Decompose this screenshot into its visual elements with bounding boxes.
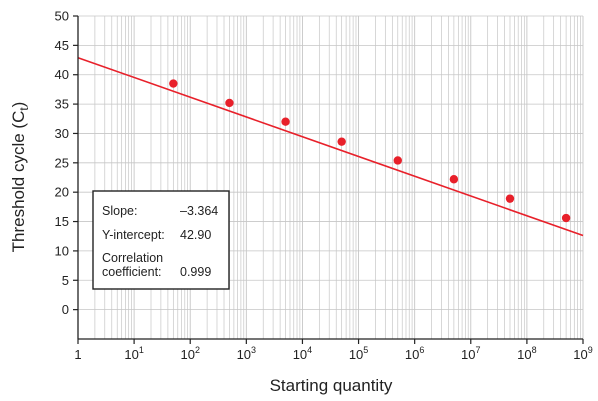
y-tick-label: 20	[55, 185, 69, 200]
x-tick-label: 108	[517, 345, 536, 362]
data-point	[505, 194, 515, 203]
y-tick-label: 10	[55, 243, 69, 258]
x-tick-label: 106	[405, 345, 424, 362]
x-tick-label-exponent: 1	[139, 345, 144, 355]
x-tick-label-base: 10	[180, 347, 194, 362]
y-axis-title-close: )	[9, 102, 28, 108]
correlation-label-line-1: Correlation	[102, 251, 163, 265]
point-layer	[169, 79, 571, 223]
statistics-box: Slope: –3.364 Y-intercept: 42.90 Correla…	[92, 190, 230, 290]
y-tick-label: 0	[62, 302, 69, 317]
x-tick-label: 104	[293, 345, 312, 362]
slope-label: Slope:	[102, 204, 137, 218]
y-tick-label: 15	[55, 214, 69, 229]
x-tick-label-base: 10	[349, 347, 363, 362]
x-tick-label-exponent: 4	[307, 345, 312, 355]
x-tick-label-exponent: 7	[476, 345, 481, 355]
x-tick-label-base: 10	[237, 347, 251, 362]
data-point	[281, 117, 290, 126]
y-axis-title: Threshold cycle (Ct)	[9, 102, 31, 253]
y-axis-title-main: Threshold cycle (C	[9, 111, 28, 253]
x-tick-label: 101	[124, 345, 143, 362]
x-tick-label: 105	[349, 345, 368, 362]
y-tick-label: 35	[55, 97, 69, 112]
data-point	[169, 79, 178, 88]
x-tick-label-exponent: 6	[419, 345, 424, 355]
x-tick-label: 102	[180, 345, 199, 362]
x-tick-label-base: 10	[405, 347, 419, 362]
x-tick-label-base: 10	[573, 347, 587, 362]
y-tick-label: 40	[55, 67, 69, 82]
x-tick-label: 107	[461, 345, 480, 362]
slope-value: –3.364	[180, 204, 218, 218]
data-point	[393, 156, 402, 165]
x-tick-label-exponent: 2	[195, 345, 200, 355]
x-tick-label-base: 10	[517, 347, 531, 362]
data-point	[561, 213, 571, 223]
data-point	[449, 175, 459, 184]
x-tick-label-exponent: 9	[588, 345, 593, 355]
y-tick-label: 25	[55, 155, 69, 170]
data-point	[225, 98, 234, 108]
x-tick-label-base: 1	[74, 347, 81, 362]
x-tick-label-exponent: 5	[363, 345, 368, 355]
x-tick-label: 109	[573, 345, 592, 362]
y-tick-label: 45	[55, 38, 69, 53]
correlation-label-line-2: coefficient:	[102, 265, 162, 279]
y-intercept-value: 42.90	[180, 228, 211, 242]
fit-layer	[77, 56, 584, 237]
x-tick-label-base: 10	[461, 347, 475, 362]
y-axis-title-subscript: t	[17, 107, 31, 111]
data-point	[337, 137, 346, 146]
statistics-box-frame	[92, 190, 230, 290]
y-tick-label: 30	[55, 126, 69, 141]
grid-layer	[77, 15, 584, 340]
correlation-value: 0.999	[180, 265, 211, 279]
x-tick-label-base: 10	[124, 347, 138, 362]
y-intercept-label: Y-intercept:	[102, 228, 165, 242]
x-tick-label: 103	[237, 345, 256, 362]
y-tick-label: 50	[55, 9, 69, 24]
x-tick-label: 1	[74, 347, 81, 362]
x-tick-label-exponent: 3	[251, 345, 256, 355]
regression-line	[77, 56, 584, 237]
x-axis-title: Starting quantity	[270, 376, 393, 395]
y-tick-label: 5	[62, 273, 69, 288]
x-tick-label-exponent: 8	[532, 345, 537, 355]
x-tick-label-base: 10	[293, 347, 307, 362]
